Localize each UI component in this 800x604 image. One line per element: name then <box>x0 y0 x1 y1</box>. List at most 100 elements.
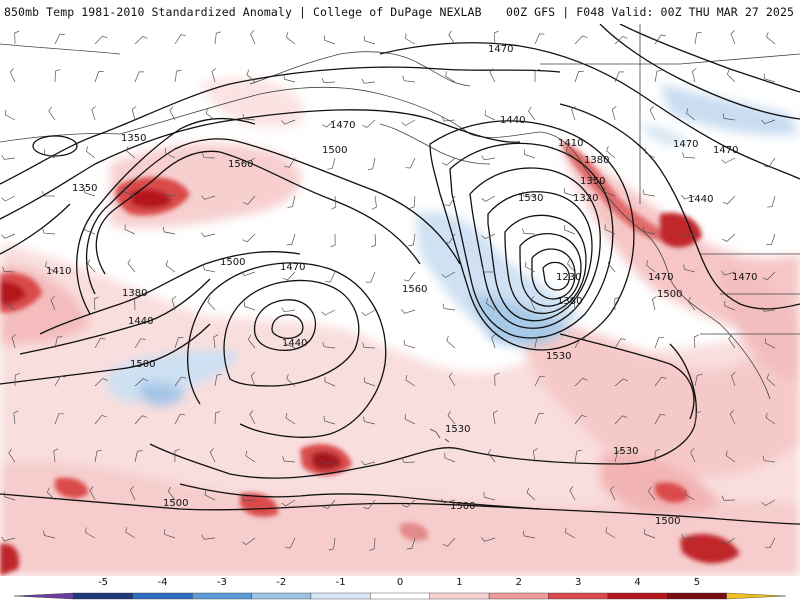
contour-label: 1440 <box>500 115 525 126</box>
wind-barb <box>694 411 701 425</box>
wind-barb <box>201 232 216 238</box>
wind-barb <box>50 296 56 311</box>
wind-barb <box>282 456 296 463</box>
wind-barb <box>94 338 106 349</box>
wind-barb <box>125 527 136 539</box>
wind-barb <box>13 410 19 425</box>
colorbar-band <box>429 592 490 600</box>
wind-barb <box>282 271 296 281</box>
wind-barb <box>649 106 656 121</box>
wind-barb <box>250 30 256 45</box>
wind-barb <box>654 69 662 83</box>
wind-barb <box>567 259 576 273</box>
wind-barb <box>402 75 416 83</box>
colorbar-tick-label: 1 <box>456 577 463 588</box>
wind-barb <box>126 146 136 159</box>
wind-barb <box>165 260 176 273</box>
wind-barb <box>481 155 496 161</box>
wind-barb <box>401 119 416 126</box>
wind-barb <box>443 233 456 244</box>
wind-barb <box>721 537 736 545</box>
wind-barb <box>331 195 337 210</box>
wind-barb <box>574 71 584 83</box>
colorbar-tick-label: -2 <box>276 577 287 588</box>
contour-label: 1380 <box>557 296 582 307</box>
wind-barb <box>483 492 496 501</box>
wind-barb <box>94 35 108 45</box>
wind-barb <box>54 33 65 45</box>
contour-labels: 1470 1470 1470 1470 1470 1470 1470 1440 … <box>46 44 757 527</box>
wind-barb <box>87 259 96 273</box>
contour-label: 1530 <box>546 351 571 362</box>
contour-label: 1440 <box>688 194 713 205</box>
wind-barb <box>481 267 496 273</box>
wind-barb <box>403 271 416 282</box>
wind-barb <box>725 450 736 463</box>
contour-label: 1440 <box>282 338 307 349</box>
wind-barb <box>174 336 184 349</box>
wind-barb <box>528 106 536 121</box>
wind-barb <box>322 119 336 128</box>
wind-barb <box>83 187 96 197</box>
wind-barb <box>54 413 64 425</box>
wind-barb <box>162 226 176 235</box>
wind-barb <box>766 373 776 387</box>
wind-barb <box>441 116 456 122</box>
wind-barb <box>367 157 376 170</box>
wind-barb <box>362 119 376 128</box>
wind-barb <box>762 455 776 463</box>
wind-barb <box>487 448 496 463</box>
wind-barb <box>241 496 256 502</box>
strong-anomaly-cores <box>0 142 740 576</box>
wind-barb <box>93 296 99 311</box>
wind-barb <box>654 414 666 425</box>
wind-barb <box>447 410 456 425</box>
wind-barb <box>574 449 582 463</box>
wind-barb <box>764 537 776 549</box>
wind-barb <box>285 412 296 425</box>
wind-barb <box>324 376 336 387</box>
wind-barb <box>242 233 256 243</box>
wind-barb <box>409 195 416 209</box>
wind-barb <box>42 228 56 235</box>
contour-label: 1470 <box>330 120 355 131</box>
wind-barb <box>203 264 216 273</box>
wind-barb <box>654 376 667 387</box>
wind-barb <box>201 534 216 540</box>
wind-barb <box>205 108 216 121</box>
wind-barb <box>571 106 576 121</box>
wind-barb <box>54 336 63 349</box>
colorbar-tick-label: 3 <box>574 577 582 588</box>
contour-label: 1410 <box>558 138 583 149</box>
colorbar-band <box>191 592 252 600</box>
wind-barb <box>134 71 145 83</box>
wind-barb <box>174 69 182 83</box>
wind-barb <box>281 119 296 125</box>
wind-barb <box>361 78 376 84</box>
wind-barb <box>614 296 620 311</box>
wind-barb <box>605 527 616 539</box>
wind-barb <box>134 338 146 349</box>
colorbar-band <box>726 592 787 600</box>
wind-barb <box>763 157 776 168</box>
height-contours <box>0 24 800 525</box>
contour-label: 1500 <box>220 257 245 268</box>
colorbar-bands <box>13 592 787 600</box>
wind-barb <box>444 452 456 463</box>
wind-barb <box>171 296 177 311</box>
wind-barb <box>213 334 219 349</box>
wind-barb <box>690 448 696 463</box>
contour-label: 1500 <box>163 498 188 509</box>
wind-barb <box>84 224 96 235</box>
wind-barb <box>611 106 617 121</box>
wind-barb <box>729 410 736 425</box>
wind-barb <box>532 448 538 463</box>
wind-barb <box>167 486 176 501</box>
wind-barb <box>41 191 56 197</box>
wind-barb <box>693 334 699 349</box>
wind-barb <box>642 189 656 197</box>
colorbar-band <box>548 592 609 600</box>
wind-barb <box>214 411 221 425</box>
wind-barb <box>321 309 336 316</box>
wind-barb <box>606 145 616 159</box>
